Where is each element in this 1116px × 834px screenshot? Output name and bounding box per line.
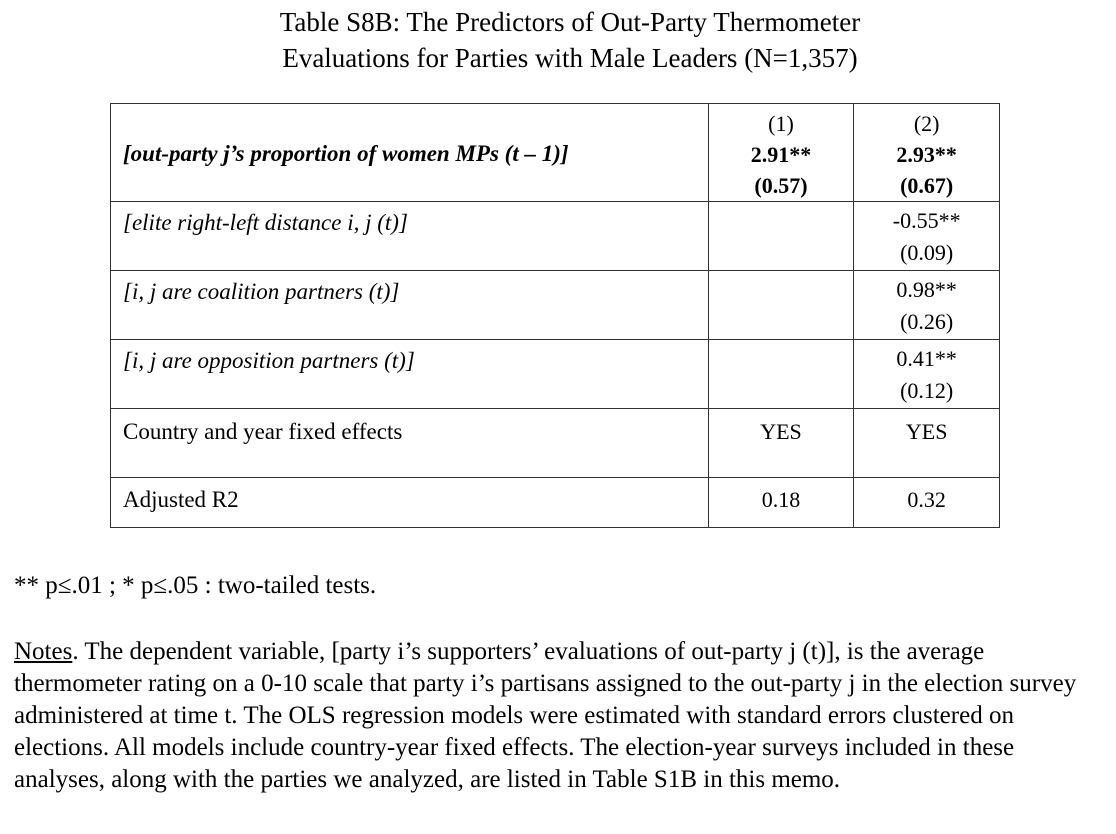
table-row: [i, j are coalition partners (t)] 0.98**… — [110, 270, 1000, 340]
se-value: (0.12) — [900, 378, 954, 403]
table-row: Country and year fixed effects YES YES — [110, 408, 1000, 478]
cell-model-1 — [707, 270, 855, 340]
se-value: (0.67) — [900, 173, 954, 198]
cell-model-2: YES — [853, 408, 1000, 478]
cell-model-2: (2) 2.93** (0.67) — [853, 103, 1000, 202]
row-label: [out-party j’s proportion of women MPs (… — [110, 103, 709, 202]
row-label-text: [i, j are opposition partners (t)] — [123, 348, 415, 373]
notes-heading: Notes — [14, 638, 73, 665]
table-title: Table S8B: The Predictors of Out-Party T… — [12, 4, 1116, 76]
notes-paragraph: Notes. The dependent variable, [party i’… — [14, 636, 1109, 796]
coef-value: -0.55** — [892, 208, 961, 233]
significance-footnote: ** p≤.01 ; * p≤.05 : two-tailed tests. — [14, 572, 377, 599]
cell-model-2: 0.32 — [853, 477, 1000, 528]
cell-model-1: 0.18 — [707, 477, 855, 528]
cell-model-1: YES — [707, 408, 855, 478]
coef-value: 2.93** — [896, 142, 957, 167]
table-row: [elite right-left distance i, j (t)] -0.… — [110, 201, 1000, 271]
coef-value: 0.41** — [896, 346, 957, 371]
col-header-2: (2) — [913, 111, 940, 136]
coef-value: 0.98** — [896, 277, 957, 302]
cell-model-1 — [707, 339, 855, 409]
col-header-1: (1) — [768, 111, 794, 136]
se-value: (0.26) — [900, 309, 954, 334]
table-title-line-1: Table S8B: The Predictors of Out-Party T… — [279, 7, 861, 37]
table-row: [out-party j’s proportion of women MPs (… — [110, 103, 1000, 202]
row-label: [elite right-left distance i, j (t)] — [110, 201, 709, 271]
cell-value: YES — [905, 419, 948, 444]
cell-model-1: (1) 2.91** (0.57) — [707, 103, 855, 202]
row-label-text: Country and year fixed effects — [123, 419, 403, 444]
row-label: [i, j are opposition partners (t)] — [110, 339, 709, 409]
table-row: Adjusted R2 0.18 0.32 — [110, 477, 1000, 528]
row-label: Country and year fixed effects — [110, 408, 709, 478]
row-label-text: Adjusted R2 — [123, 487, 239, 512]
row-label-text: [elite right-left distance i, j (t)] — [123, 210, 408, 235]
se-value: (0.09) — [900, 240, 954, 265]
table-row: [i, j are opposition partners (t)] 0.41*… — [110, 339, 1000, 409]
cell-model-1 — [707, 201, 855, 271]
row-label-text: [out-party j’s proportion of women MPs (… — [123, 141, 569, 166]
row-label: Adjusted R2 — [110, 477, 709, 528]
row-label-text: [i, j are coalition partners (t)] — [123, 279, 400, 304]
cell-value: YES — [760, 419, 802, 444]
table-title-line-2: Evaluations for Parties with Male Leader… — [282, 43, 858, 73]
notes-text: . The dependent variable, [party i’s sup… — [14, 638, 1077, 793]
cell-value: 0.18 — [761, 487, 801, 512]
se-value: (0.57) — [754, 173, 808, 198]
regression-table: [out-party j’s proportion of women MPs (… — [110, 103, 1000, 528]
coef-value: 2.91** — [750, 142, 812, 167]
cell-model-2: 0.98** (0.26) — [853, 270, 1000, 340]
row-label: [i, j are coalition partners (t)] — [110, 270, 709, 340]
cell-model-2: 0.41** (0.12) — [853, 339, 1000, 409]
cell-value: 0.32 — [907, 487, 946, 512]
cell-model-2: -0.55** (0.09) — [853, 201, 1000, 271]
